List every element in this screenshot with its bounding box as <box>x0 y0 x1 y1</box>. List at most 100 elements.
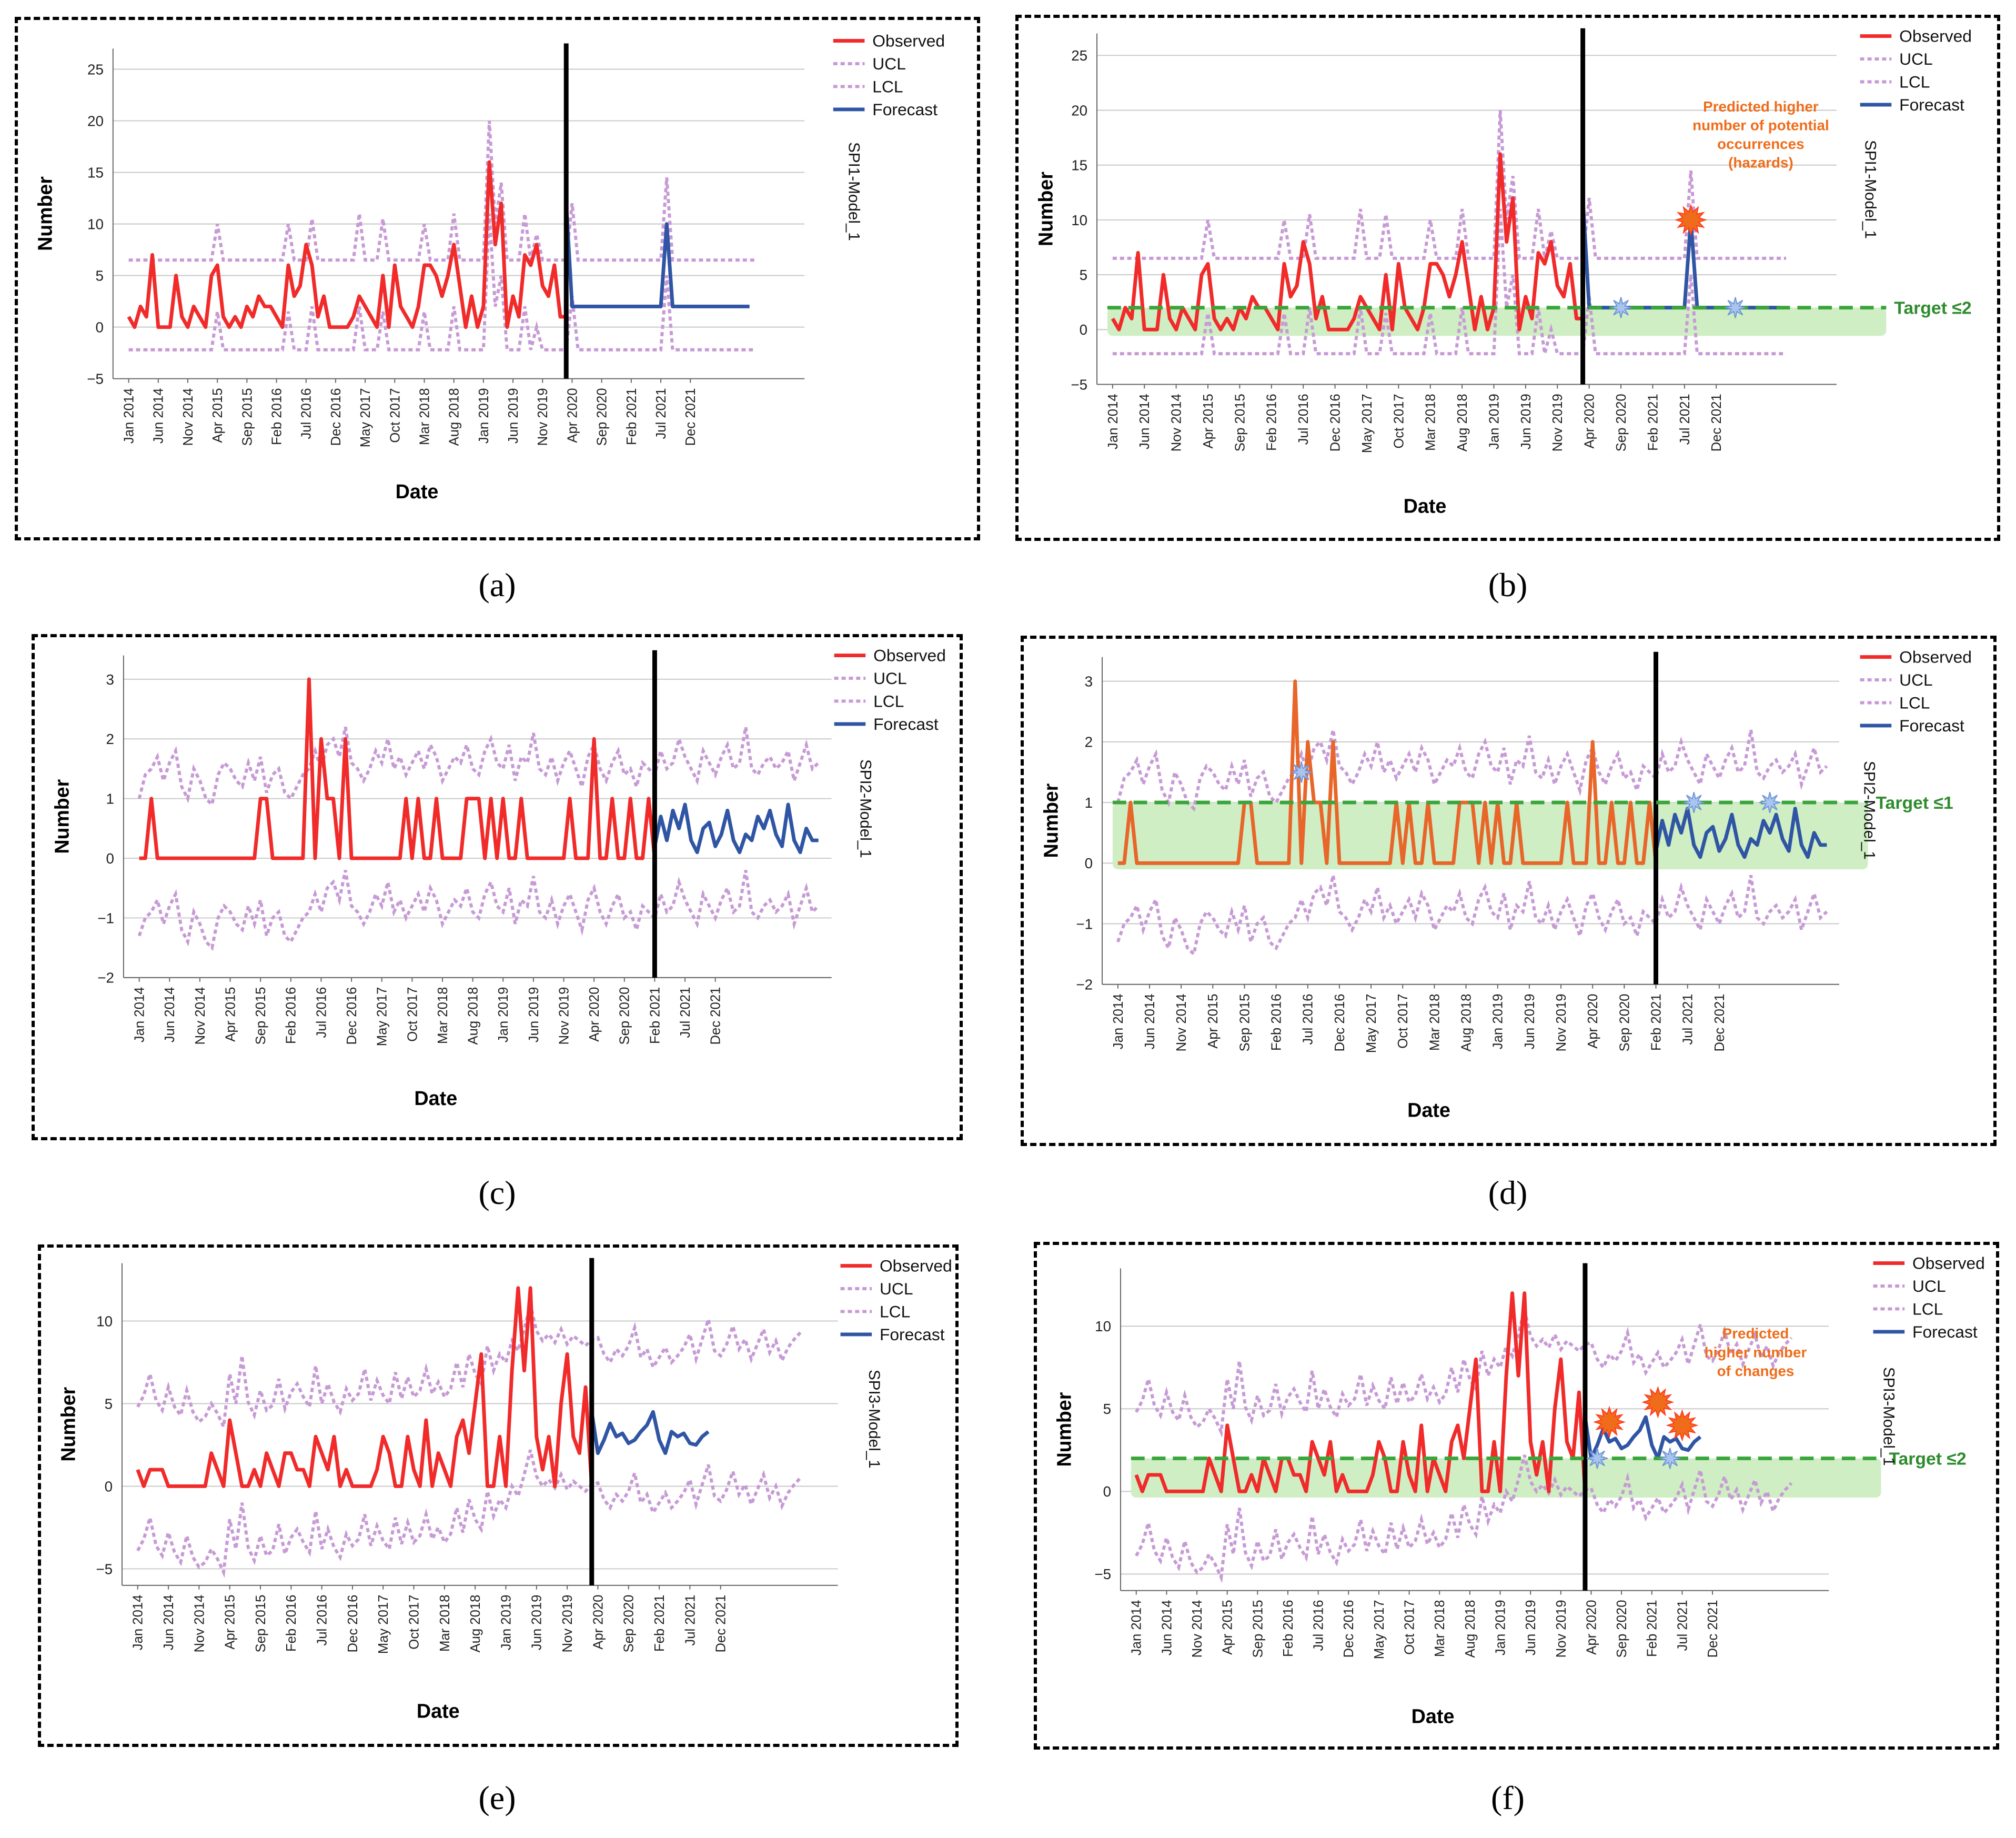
annotation-text: Predicted <box>1722 1325 1789 1342</box>
x-tick-label: Jul 2016 <box>314 987 329 1038</box>
forecast-line <box>590 1410 710 1455</box>
panel-label-c: (c) <box>478 1174 516 1211</box>
x-tick-label: Jan 2019 <box>477 388 491 444</box>
x-tick-label: Sep 2020 <box>622 1595 637 1653</box>
y-tick-label: −2 <box>1076 977 1093 993</box>
x-tick-label: Jun 2014 <box>152 388 166 444</box>
y-tick-label: 20 <box>1071 102 1087 118</box>
ucl-line <box>1116 729 1828 812</box>
y-tick-label: 2 <box>1085 734 1093 750</box>
target-label: Target ≤2 <box>1889 1449 1966 1469</box>
target-star-marker <box>1586 1448 1608 1469</box>
x-tick-label: Feb 2016 <box>284 987 299 1044</box>
y-axis-title: Number <box>57 1387 79 1462</box>
x-tick-label: Oct 2017 <box>405 987 420 1042</box>
y-tick-label: 1 <box>1085 795 1093 811</box>
target-star-marker <box>1659 1448 1681 1469</box>
x-tick-label: Sep 2015 <box>1233 394 1247 451</box>
x-tick-label: Jan 2019 <box>1487 394 1501 449</box>
x-tick-label: Nov 2014 <box>1170 394 1184 451</box>
y-axis-title: Number <box>51 779 73 853</box>
y-axis-title: Number <box>34 176 56 251</box>
y-tick-label: −1 <box>1076 916 1093 932</box>
legend-label: LCL <box>880 1302 910 1321</box>
panel-label-f: (f) <box>1491 1779 1525 1816</box>
x-tick-label: Apr 2020 <box>591 1595 606 1650</box>
x-tick-label: Nov 2019 <box>560 1595 575 1653</box>
x-tick-label: Sep 2015 <box>254 987 268 1045</box>
x-tick-label: Jan 2014 <box>1130 1600 1144 1656</box>
x-tick-label: Apr 2020 <box>1586 994 1600 1049</box>
x-tick-label: Oct 2017 <box>388 388 402 443</box>
y-axis-title: Number <box>1053 1392 1075 1467</box>
target-star-marker <box>1291 761 1312 783</box>
y-tick-label: 10 <box>1071 212 1087 228</box>
x-tick-label: Sep 2020 <box>618 987 632 1045</box>
forecast-line <box>564 203 750 308</box>
chart-panel-f: −5 0 5 10 Jan 2014 Jun 2014 Nov 2014 Apr 2015 Se… <box>1034 1242 1999 1750</box>
lcl-line <box>1112 208 1787 356</box>
y-tick-label: 3 <box>106 671 114 688</box>
y-axis-title: Number <box>1040 783 1062 858</box>
x-tick-label: Apr 2015 <box>1221 1600 1235 1655</box>
annotation-text: occurrences <box>1717 136 1804 152</box>
observed-line <box>127 160 567 329</box>
y-tick-label: 0 <box>1085 855 1093 871</box>
x-axis-title: Date <box>1412 1705 1455 1727</box>
chart-svg: −5 0 5 10 Jan 2014 Jun 2014 Nov 2014 Apr 2015 Se… <box>57 1257 952 1722</box>
forecast-line <box>653 802 819 855</box>
x-tick-label: Jul 2016 <box>1296 394 1311 445</box>
x-tick-label: Jul 2016 <box>1301 994 1316 1045</box>
x-tick-label: Jun 2019 <box>1523 994 1537 1050</box>
y-tick-label: 20 <box>87 113 104 129</box>
y-tick-label: 5 <box>1080 267 1087 283</box>
annotation-text: Predicted higher <box>1703 98 1819 115</box>
y-tick-label: −2 <box>97 970 114 986</box>
model-side-label: SPI1-Model_1 <box>845 142 863 241</box>
x-tick-label: Apr 2020 <box>565 388 580 443</box>
chart-panel-d: −2 −1 0 1 2 3 Jan 2014 Jun 2014 Nov 2014 Apr 2015… <box>1021 636 1997 1146</box>
x-tick-label: Dec 2021 <box>709 987 723 1045</box>
x-tick-label: Feb 2021 <box>1649 994 1664 1051</box>
chart-panel-e: −5 0 5 10 Jan 2014 Jun 2014 Nov 2014 Apr 2015 Se… <box>38 1244 959 1747</box>
highlight-star-marker <box>1641 1385 1675 1419</box>
y-tick-label: 5 <box>1103 1401 1111 1417</box>
legend-label: LCL <box>1899 72 1930 91</box>
legend-label: UCL <box>873 669 907 688</box>
y-tick-label: 10 <box>1095 1318 1111 1334</box>
x-tick-label: Jan 2014 <box>1106 394 1121 449</box>
x-tick-label: Sep 2015 <box>1237 994 1252 1052</box>
chart-svg: −5 0 5 10 15 20 25 Jan 2014 Jun 2014 Nov 2014 Apr … <box>1034 27 1971 517</box>
target-label: Target ≤2 <box>1894 299 1971 318</box>
chart-svg: −5 0 5 10 Jan 2014 Jun 2014 Nov 2014 Apr 2015 Se… <box>1053 1254 1984 1727</box>
model-side-label: SPI3-Model_1 <box>1880 1367 1897 1466</box>
highlight-star-marker <box>1593 1405 1626 1439</box>
x-tick-label: Dec 2021 <box>1706 1600 1720 1658</box>
chart-svg: −2 −1 0 1 2 3 Jan 2014 Jun 2014 Nov 2014 Apr 2015… <box>1040 648 1971 1121</box>
x-tick-label: Mar 2018 <box>438 1595 452 1652</box>
x-tick-label: Jun 2014 <box>163 987 177 1043</box>
x-tick-label: Apr 2020 <box>1584 1600 1599 1655</box>
y-tick-label: 0 <box>105 1478 113 1494</box>
x-tick-label: May 2017 <box>358 388 373 447</box>
model-side-label: SPI3-Model_1 <box>865 1370 883 1469</box>
lcl-line <box>137 870 820 951</box>
x-tick-label: May 2017 <box>1372 1600 1387 1660</box>
y-tick-label: 10 <box>96 1313 113 1329</box>
x-tick-label: Sep 2020 <box>1614 394 1629 451</box>
legend-label: UCL <box>1912 1277 1946 1295</box>
x-tick-label: Mar 2018 <box>1427 994 1442 1051</box>
observed-line <box>136 1286 594 1488</box>
panel-label-a: (a) <box>478 566 516 604</box>
x-axis-title: Date <box>1404 495 1447 517</box>
x-tick-label: Mar 2018 <box>417 388 432 445</box>
x-tick-label: Sep 2020 <box>595 388 610 446</box>
x-tick-label: Sep 2015 <box>240 388 255 446</box>
observed-line <box>1111 152 1583 332</box>
model-side-label: SPI2-Model_1 <box>1861 761 1878 860</box>
x-tick-label: Jul 2016 <box>299 388 314 439</box>
chart-panel-b: −5 0 5 10 15 20 25 Jan 2014 Jun 2014 Nov 2014 Apr … <box>1015 15 2000 541</box>
target-star-marker <box>1759 792 1781 813</box>
ucl-line <box>1135 1309 1793 1438</box>
legend-label: Forecast <box>873 715 939 734</box>
